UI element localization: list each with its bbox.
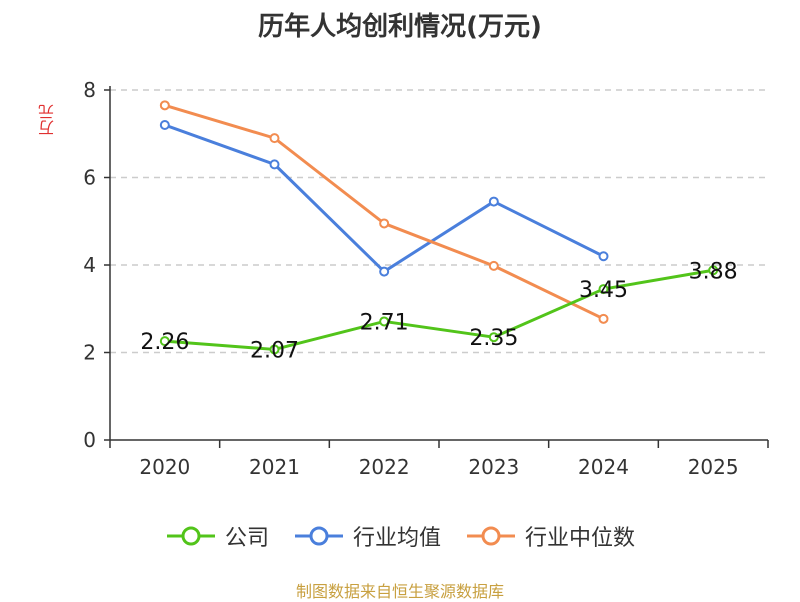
legend-item-industry-median[interactable]: 行业中位数 [465, 520, 635, 552]
legend-item-company[interactable]: 公司 [165, 520, 269, 552]
data-point [159, 120, 170, 130]
data-label: 3.45 [579, 278, 628, 303]
y-tick-label: 4 [83, 253, 96, 277]
data-point [598, 313, 609, 324]
data-point [598, 251, 609, 262]
source-note: 制图数据来自恒生聚源数据库 [295, 582, 504, 601]
x-tick-label: 2025 [688, 455, 739, 479]
legend-swatch-industry-median [467, 526, 515, 546]
data-point [269, 133, 280, 144]
legend-label-industry-mean: 行业均值 [352, 526, 441, 551]
data-point [598, 284, 609, 295]
legend-item-industry-mean[interactable]: 行业均值 [293, 520, 441, 552]
y-tick-label: 2 [83, 341, 96, 365]
x-tick-label: 2023 [468, 455, 519, 479]
data-label: 2.07 [250, 338, 299, 363]
data-label: 2.71 [360, 310, 409, 335]
x-tick-label: 2024 [578, 455, 629, 479]
chart-title: 历年人均创利情况(万元) [258, 12, 542, 42]
data-point [379, 266, 390, 277]
x-tick-label: 2022 [359, 455, 410, 479]
series-line [164, 103, 605, 321]
legend-label-company: 公司 [224, 526, 269, 551]
data-label: 2.35 [469, 326, 518, 351]
y-tick-label: 0 [83, 428, 96, 452]
data-point [159, 100, 170, 111]
data-point [269, 159, 280, 170]
series-line [164, 268, 714, 351]
x-tick-label: 2021 [249, 455, 300, 479]
data-label: 3.88 [689, 259, 738, 284]
data-point [379, 316, 390, 327]
data-point [708, 265, 719, 276]
data-point [488, 260, 499, 271]
legend-label-industry-median: 行业中位数 [525, 526, 636, 551]
legend-swatch-industry-mean [294, 526, 343, 546]
data-point [379, 218, 390, 229]
y-tick-label: 6 [83, 166, 96, 190]
data-point [269, 344, 280, 355]
data-point [488, 196, 499, 207]
data-label: 2.26 [140, 330, 189, 355]
legend-swatch-company [166, 526, 215, 546]
x-tick-label: 2020 [139, 455, 190, 479]
y-tick-label: 8 [83, 78, 96, 102]
data-point [159, 336, 170, 347]
legend: 公司 行业均值 行业中位数 [0, 520, 800, 552]
data-point [488, 332, 499, 343]
series-line [164, 123, 605, 274]
